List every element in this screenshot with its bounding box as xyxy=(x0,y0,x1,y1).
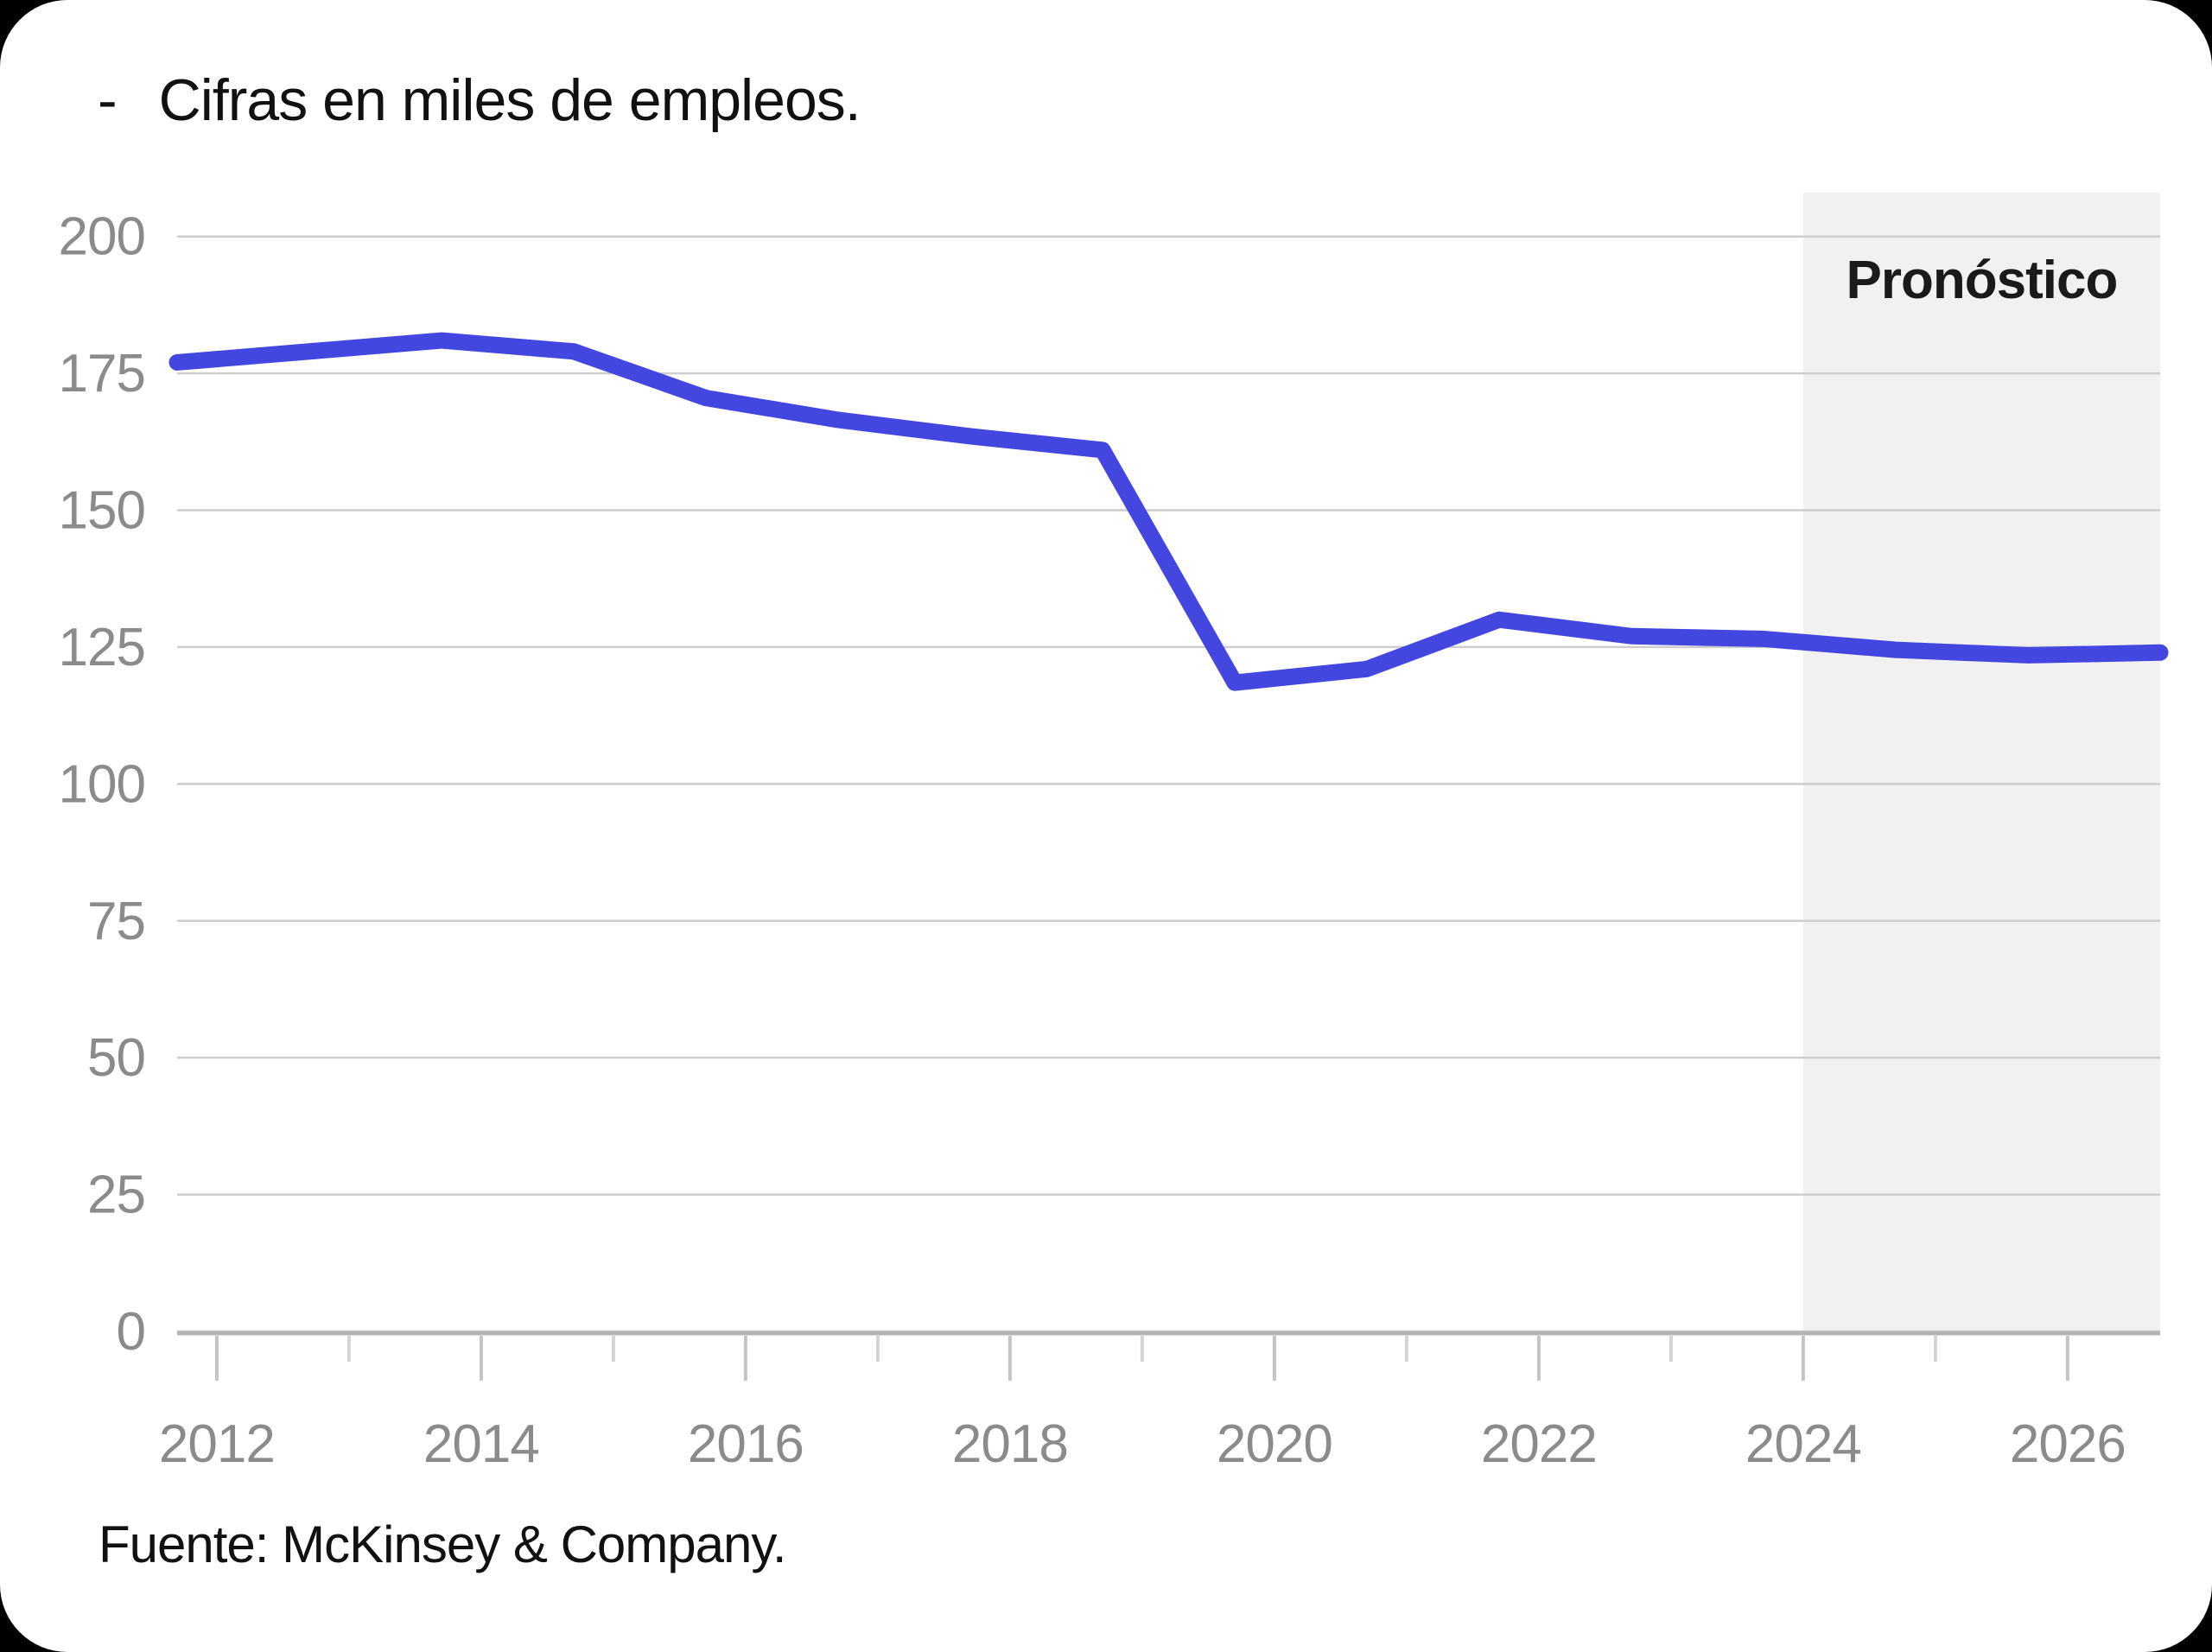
y-tick-label-200: 200 xyxy=(59,207,145,267)
y-tick-label-25: 25 xyxy=(87,1166,145,1225)
y-tick-label-150: 150 xyxy=(59,481,145,541)
x-tick-label-2024: 2024 xyxy=(1745,1414,1861,1474)
x-tick-label-2020: 2020 xyxy=(1217,1414,1332,1474)
x-tick-label-2026: 2026 xyxy=(2010,1414,2126,1474)
chart-title: - Cifras en miles de empleos. xyxy=(98,66,861,137)
x-tick-label-2018: 2018 xyxy=(952,1414,1068,1474)
y-tick-label-100: 100 xyxy=(59,754,145,814)
y-tick-label-75: 75 xyxy=(87,892,145,951)
y-tick-label-125: 125 xyxy=(59,618,145,677)
y-tick-label-175: 175 xyxy=(59,344,145,403)
title-text: Cifras en miles de empleos. xyxy=(158,67,861,133)
title-dash: - xyxy=(98,67,118,133)
forecast-label: Pronóstico xyxy=(1847,251,2118,310)
x-tick-label-2016: 2016 xyxy=(688,1414,804,1474)
x-tick-label-2012: 2012 xyxy=(159,1414,275,1474)
x-tick-label-2022: 2022 xyxy=(1481,1414,1597,1474)
y-tick-label-50: 50 xyxy=(87,1028,145,1088)
x-tick-label-2014: 2014 xyxy=(423,1414,539,1474)
data-line-empleos xyxy=(168,332,2169,691)
forecast-band xyxy=(1802,193,2160,1334)
source-note: Fuente: McKinsey & Company. xyxy=(99,1515,787,1573)
y-tick-label-0: 0 xyxy=(117,1302,145,1362)
